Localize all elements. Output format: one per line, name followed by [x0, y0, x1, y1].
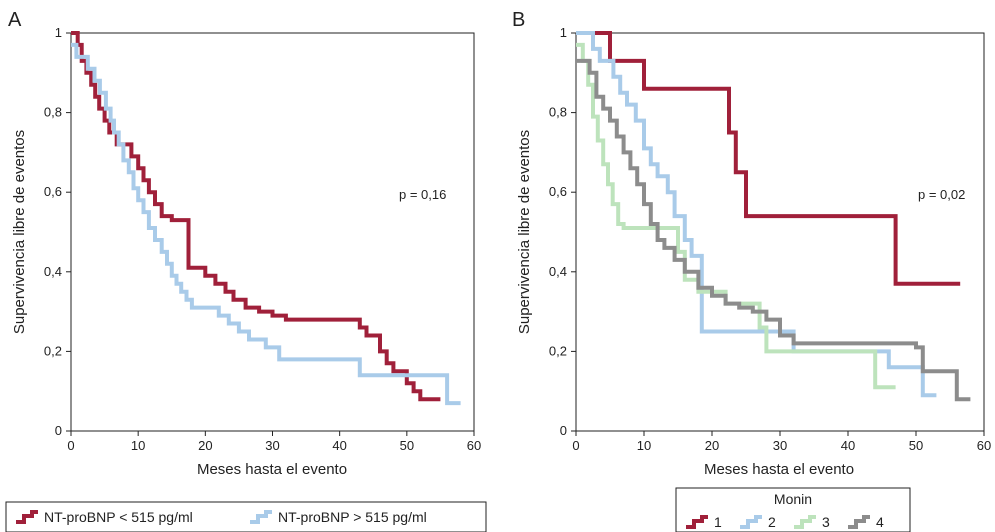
panel-a-x-axis-title: Meses hasta el evento — [197, 461, 347, 478]
y-tick-label: 0,4 — [549, 264, 567, 279]
series-line-b-3 — [576, 42, 896, 390]
x-tick-label: 0 — [572, 438, 579, 453]
series-line-b-1 — [576, 31, 961, 286]
x-tick-label: 20 — [705, 438, 719, 453]
legend-symbol-monin-3 — [794, 515, 816, 529]
y-tick-label: 0,2 — [44, 343, 62, 358]
legend-label-monin-1: 1 — [714, 514, 722, 530]
y-tick-label: 0,6 — [549, 184, 567, 199]
y-tick-label: 0,2 — [549, 343, 567, 358]
y-tick-label: 0,8 — [44, 105, 62, 120]
x-tick-label: 30 — [265, 438, 279, 453]
x-tick-label: 0 — [67, 438, 74, 453]
y-tick-label: 1 — [55, 25, 62, 40]
panel-b-legend-box — [675, 487, 911, 532]
series-line-a-2 — [71, 42, 461, 406]
panel-b-p-value: p = 0,02 — [918, 187, 965, 202]
y-tick-label: 0 — [55, 423, 62, 438]
x-tick-label: 20 — [198, 438, 212, 453]
y-tick-label: 0 — [560, 423, 567, 438]
legend-symbol-nt-probnp-high — [250, 510, 272, 524]
y-tick-label: 0,4 — [44, 264, 62, 279]
panel-a-letter: A — [8, 9, 22, 31]
panel-a-y-axis-title: Supervivencia libre de eventos — [11, 130, 28, 334]
series-line-a-1 — [71, 31, 441, 402]
legend-label-nt-probnp-high: NT-proBNP > 515 pg/ml — [278, 509, 427, 525]
legend-label-nt-probnp-low: NT-proBNP < 515 pg/ml — [44, 509, 193, 525]
panel-b-series-group — [576, 31, 971, 402]
legend-symbol-nt-probnp-low — [16, 510, 38, 524]
x-tick-label: 10 — [131, 438, 145, 453]
panel-b-letter: B — [512, 9, 525, 31]
legend-symbol-monin-1 — [686, 515, 708, 529]
panel-a-series-group — [71, 31, 461, 406]
panel-a-p-value: p = 0,16 — [399, 187, 446, 202]
x-tick-label: 40 — [841, 438, 855, 453]
x-tick-label: 50 — [909, 438, 923, 453]
panel-b-y-axis-title: Supervivencia libre de eventos — [516, 130, 533, 334]
legend-label-monin-3: 3 — [822, 514, 830, 530]
legend-symbol-monin-2 — [740, 515, 762, 529]
panel-b-legend-title: Monin — [774, 491, 812, 507]
x-tick-label: 50 — [400, 438, 414, 453]
x-tick-label: 60 — [467, 438, 481, 453]
panel-b-x-axis: 0 10 20 30 40 50 60 — [572, 431, 991, 453]
series-line-b-4 — [576, 58, 971, 402]
panel-b-legend: Monin 1 2 3 4 — [675, 487, 911, 532]
x-tick-label: 40 — [332, 438, 346, 453]
panel-a: A 00,20,40,60,81 0 10 20 30 40 50 60 p = 0,16 … — [5, 9, 487, 532]
x-tick-label: 10 — [637, 438, 651, 453]
panel-a-y-axis: 0 0,2 0,4 0,6 0,8 1 — [44, 25, 71, 438]
x-tick-label: 60 — [977, 438, 991, 453]
panel-a-legend: NT-proBNP < 515 pg/ml NT-proBNP > 515 pg… — [5, 501, 487, 532]
y-tick-label: 1 — [560, 25, 567, 40]
panel-b-x-axis-title: Meses hasta el evento — [704, 461, 854, 478]
legend-label-monin-4: 4 — [876, 514, 884, 530]
panel-a-legend-box — [5, 501, 487, 532]
legend-label-monin-2: 2 — [768, 514, 776, 530]
panel-b: B 00,20,40,60,81 0 10 20 30 40 50 60 p = 0,02 … — [512, 9, 991, 532]
panel-b-y-axis: 0 0,2 0,4 0,6 0,8 1 — [549, 25, 576, 438]
panel-a-x-axis: 0 10 20 30 40 50 60 — [67, 431, 481, 453]
y-tick-label: 0,6 — [44, 184, 62, 199]
legend-symbol-monin-4 — [848, 515, 870, 529]
x-tick-label: 30 — [773, 438, 787, 453]
panel-a-plot-frame — [70, 32, 475, 432]
y-tick-label: 0,8 — [549, 105, 567, 120]
